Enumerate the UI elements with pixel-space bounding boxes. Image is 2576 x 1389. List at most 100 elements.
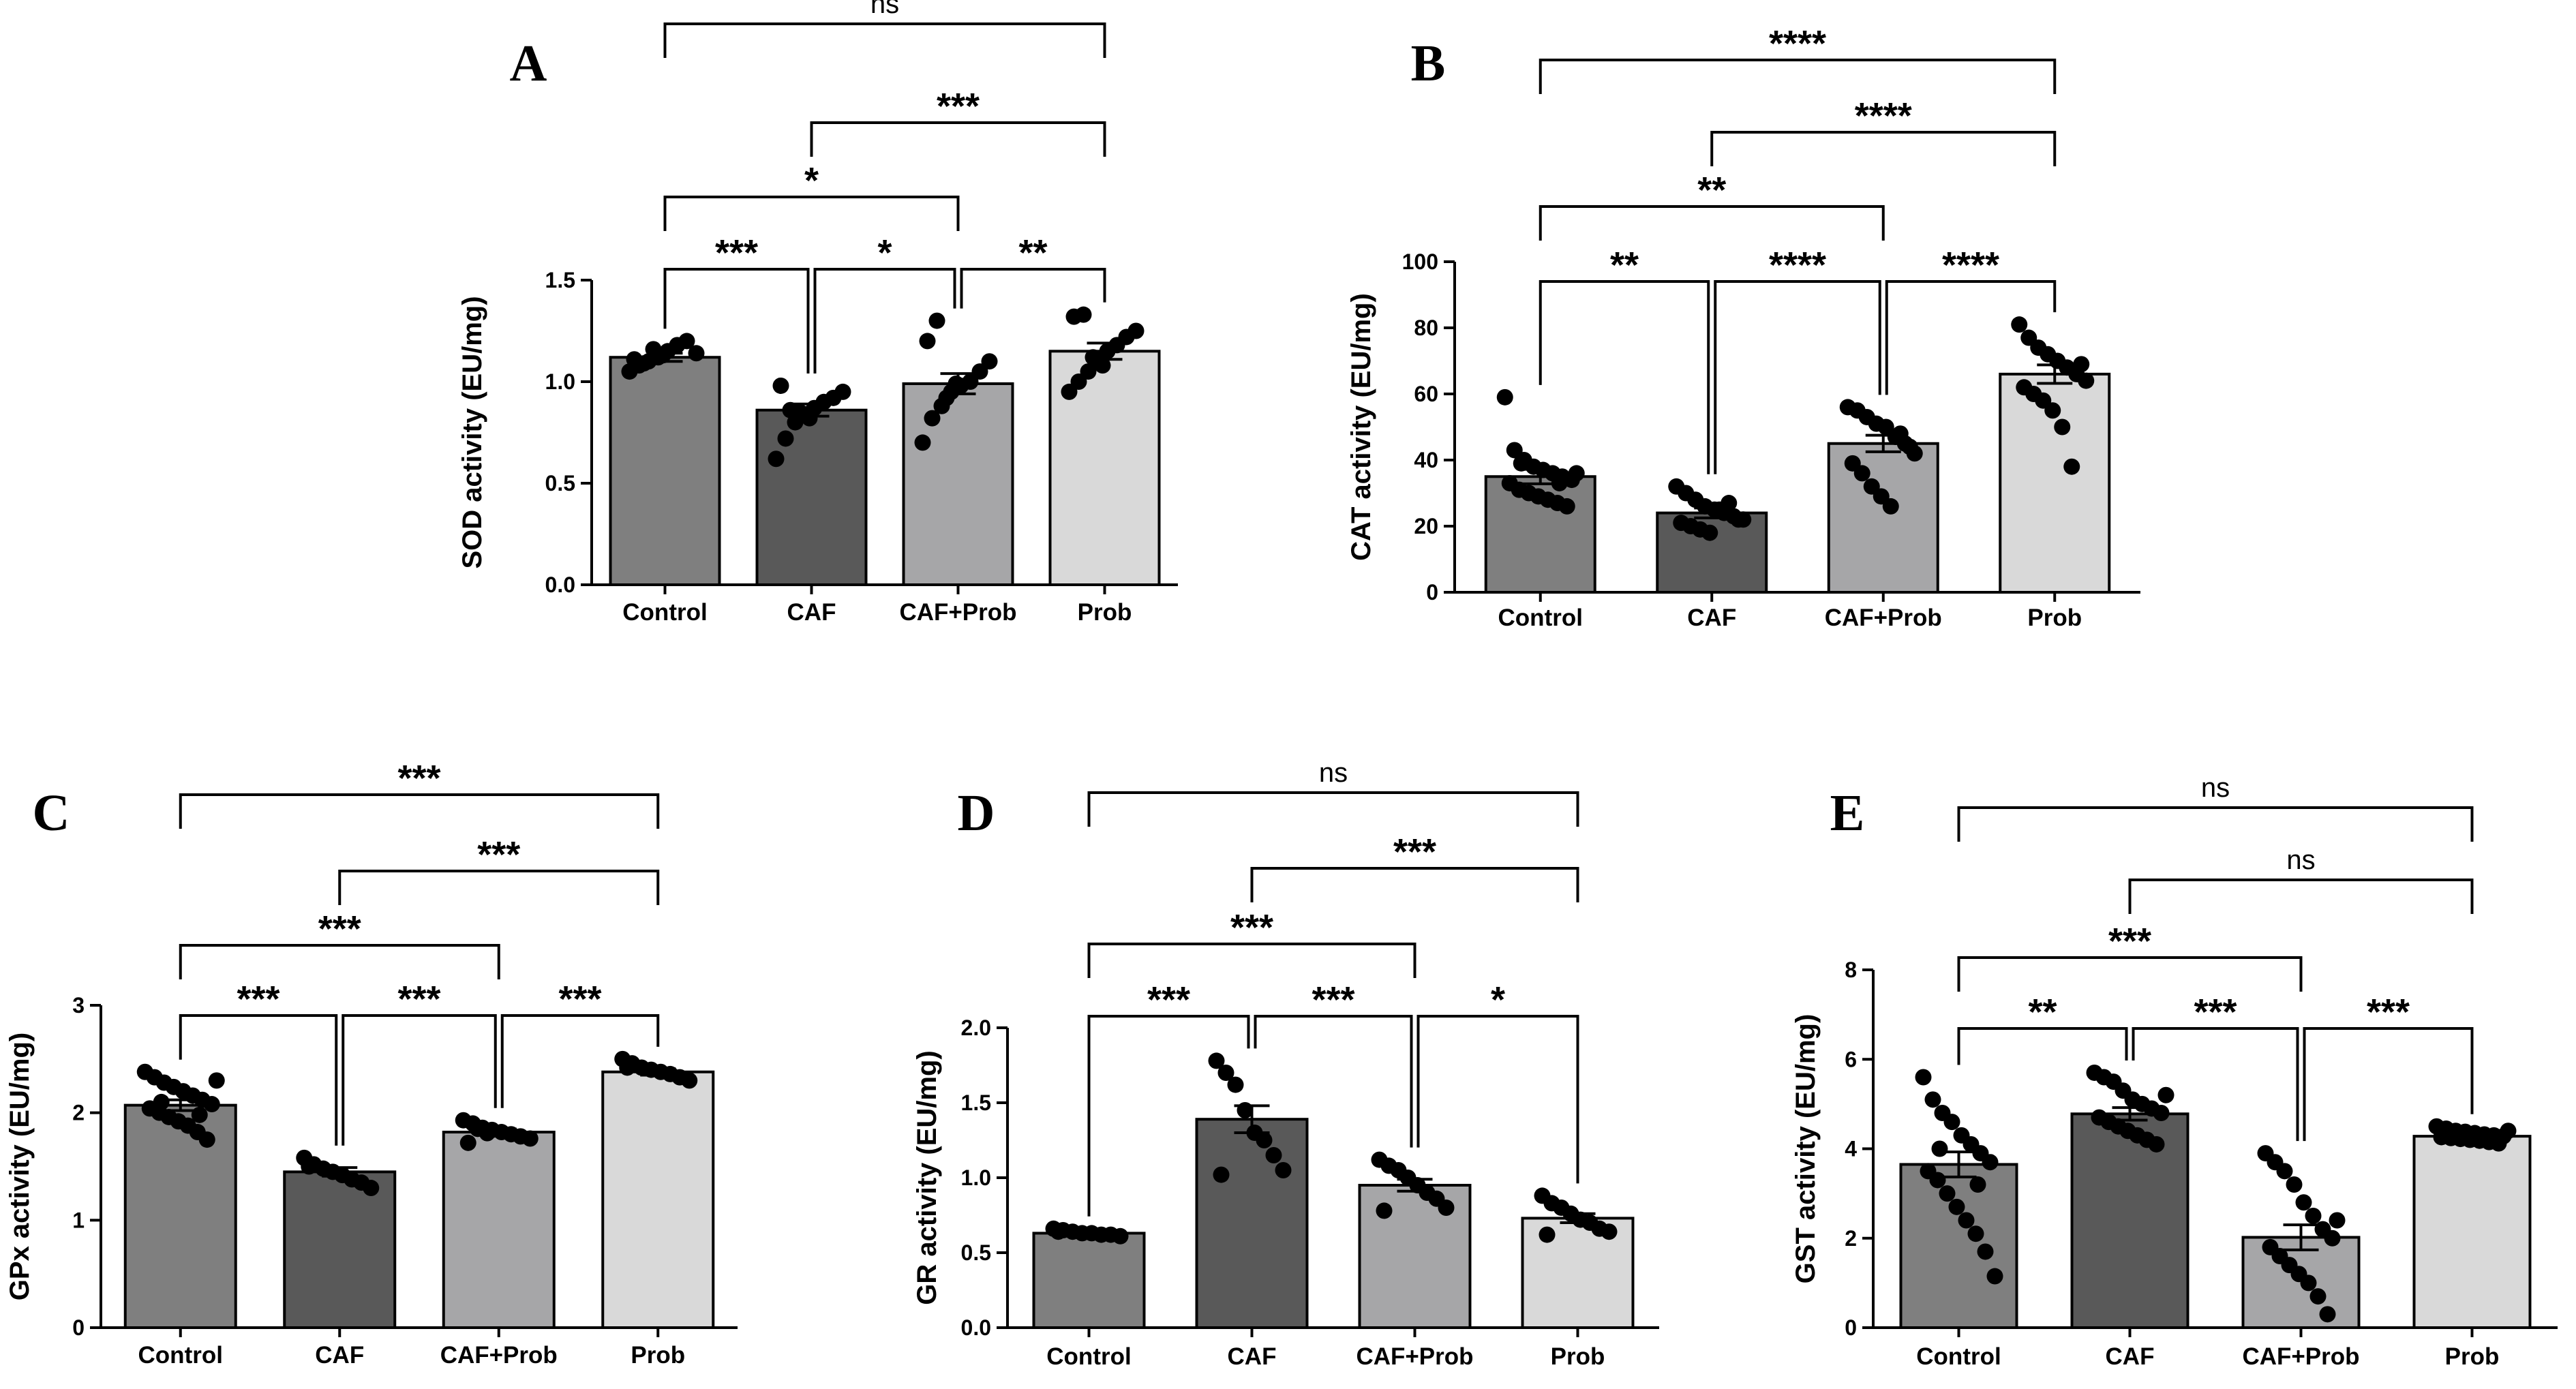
data-point — [1853, 465, 1870, 482]
significance-label: ns — [870, 0, 899, 19]
y-tick-label: 1.0 — [545, 369, 575, 394]
data-point — [924, 410, 941, 427]
data-point — [1982, 1154, 1999, 1171]
significance-label: *** — [2108, 921, 2151, 962]
data-point — [938, 389, 955, 406]
category-label: Prob — [1078, 599, 1132, 626]
significance-label: *** — [397, 758, 440, 799]
significance-label: * — [804, 160, 819, 201]
panel-a: A 0.0 0.5 1.0 1.5 Control CAF CAF+Prob Prob SOD a… — [457, 0, 1178, 626]
data-point — [1050, 1223, 1067, 1240]
data-point — [1376, 1202, 1393, 1219]
data-point — [1939, 1185, 1956, 1202]
bar-caf-prob — [442, 1131, 556, 1329]
data-point — [1986, 1268, 2003, 1285]
data-point — [1513, 455, 1530, 472]
data-point — [777, 430, 794, 447]
data-point — [2309, 1288, 2327, 1305]
data-point — [1551, 474, 1568, 491]
data-point — [1075, 306, 1092, 323]
data-point — [479, 1125, 496, 1142]
data-point — [1127, 322, 1145, 339]
significance-bracket — [2132, 1027, 2299, 1142]
significance-bracket — [663, 22, 1106, 58]
significance-bracket — [179, 1014, 338, 1146]
data-point — [928, 312, 945, 329]
significance-label: *** — [1393, 831, 1436, 872]
y-tick-label: 0.0 — [545, 573, 575, 597]
data-point — [521, 1130, 539, 1147]
y-tick-label: 80 — [1414, 316, 1438, 340]
significance-label: ns — [2286, 845, 2315, 875]
significance-label: *** — [715, 232, 758, 273]
data-point — [1438, 1200, 1455, 1216]
data-point — [1958, 1212, 1975, 1229]
data-point — [1601, 1223, 1618, 1240]
y-tick-label: 2 — [1845, 1226, 1857, 1251]
data-point — [635, 355, 652, 372]
significance-bracket — [500, 1014, 660, 1108]
significance-bracket — [663, 268, 810, 373]
data-point — [1558, 498, 1575, 515]
data-point — [914, 434, 931, 451]
bar-caf — [755, 408, 868, 586]
bar-control — [1032, 1232, 1146, 1330]
data-point — [2078, 372, 2095, 389]
significance-bracket — [1087, 791, 1579, 827]
bar-caf — [283, 1170, 397, 1329]
data-point — [1730, 511, 1747, 528]
significance-bracket — [179, 793, 660, 829]
data-point — [459, 1134, 476, 1151]
data-point — [1701, 524, 1718, 541]
panel-c: C 0 1 2 3 Control CAF CAF+Prob Prob GPx activity … — [5, 758, 738, 1369]
data-point — [1256, 1132, 1273, 1148]
data-point — [2305, 1207, 2322, 1224]
data-point — [363, 1180, 380, 1197]
y-tick-label: 0 — [72, 1315, 85, 1340]
data-point — [919, 333, 936, 350]
y-tick-label: 1.5 — [545, 268, 575, 292]
data-point — [198, 1131, 215, 1148]
data-point — [2276, 1163, 2293, 1180]
data-point — [1094, 357, 1111, 374]
category-label: Prob — [2027, 605, 2082, 631]
data-point — [654, 347, 671, 364]
significance-label: *** — [397, 979, 440, 1020]
data-point — [1112, 1227, 1129, 1245]
bar-prob — [2412, 1135, 2532, 1329]
data-point — [2054, 418, 2071, 436]
significance-bracket — [342, 1014, 497, 1146]
panel-d: D 0.0 0.5 1.0 1.5 2.0 Control CAF CAF+Prob Prob GR… — [912, 758, 1659, 1370]
significance-bracket — [960, 268, 1106, 309]
y-axis-title: GPx activity (EU/mg) — [5, 1033, 35, 1300]
data-point — [678, 333, 695, 350]
data-point — [772, 377, 789, 394]
significance-bracket — [813, 268, 956, 373]
category-label: Prob — [2445, 1343, 2500, 1370]
category-label: CAF — [1228, 1343, 1277, 1370]
data-point — [2044, 402, 2061, 419]
significance-label: *** — [558, 979, 601, 1020]
category-label: CAF+Prob — [2242, 1343, 2359, 1370]
significance-bracket — [1539, 205, 1885, 241]
y-tick-label: 0.0 — [961, 1315, 991, 1340]
category-label: CAF — [2106, 1343, 2155, 1370]
significance-label: ** — [1610, 245, 1639, 286]
significance-label: ** — [1018, 232, 1047, 273]
y-axis-title: CAT activity (EU/mg) — [1346, 293, 1376, 561]
category-label: CAF+Prob — [440, 1342, 558, 1369]
data-point — [1213, 1166, 1230, 1183]
y-tick-label: 40 — [1414, 448, 1438, 472]
data-point — [1915, 1069, 1932, 1086]
significance-label: *** — [2194, 992, 2237, 1033]
significance-label: * — [1491, 979, 1505, 1020]
panel-b: B 0 20 40 60 80 100 Control CAF CAF+Prob Prob CAT a… — [1346, 23, 2140, 631]
category-label: Control — [1046, 1343, 1131, 1370]
significance-label: ** — [1697, 170, 1726, 211]
data-point — [2011, 316, 2028, 333]
data-point — [681, 1072, 698, 1089]
significance-label: *** — [318, 909, 361, 949]
significance-bracket — [1539, 280, 1710, 474]
bar-prob — [601, 1070, 715, 1329]
